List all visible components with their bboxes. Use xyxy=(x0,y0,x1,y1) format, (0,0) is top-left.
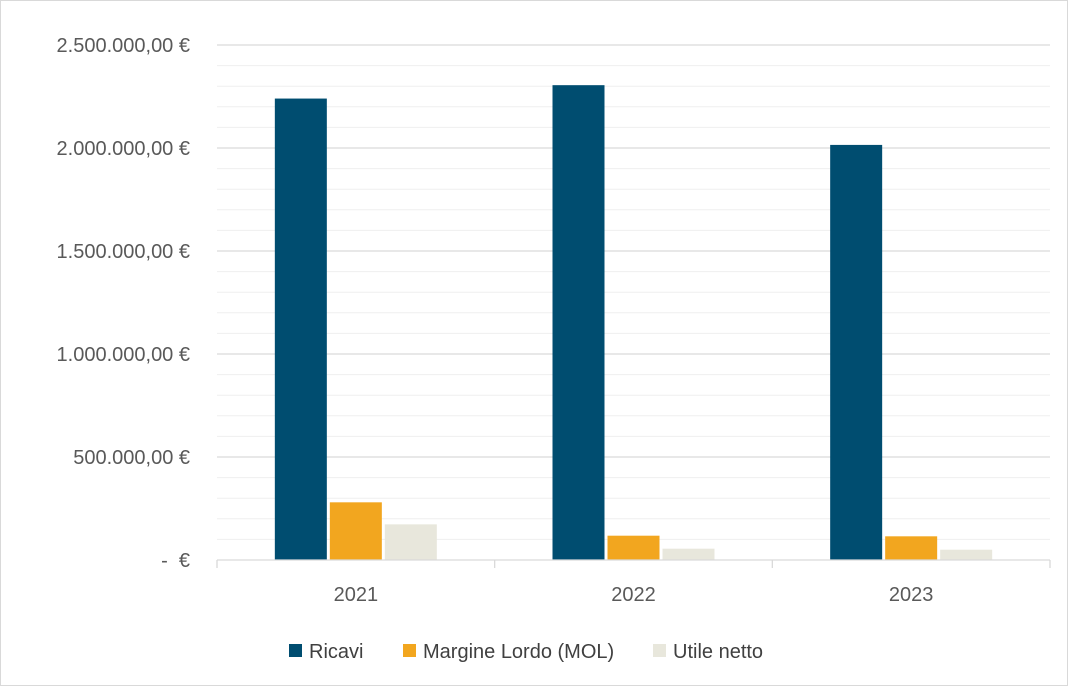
bar-utile-netto-2023 xyxy=(940,549,993,560)
x-tick-label: 2022 xyxy=(611,584,656,606)
y-tick-label: 2.000.000,00 € xyxy=(57,138,190,160)
bar-ricavi-2022 xyxy=(552,85,605,561)
bar-margine-lordo-mol-2023 xyxy=(885,536,938,560)
bars xyxy=(274,85,993,561)
legend-label: Utile netto xyxy=(673,641,763,663)
legend: Ricavi Margine Lordo (MOL) Utile netto xyxy=(289,641,763,663)
bar-utile-netto-2021 xyxy=(384,524,437,560)
gridlines xyxy=(217,44,1050,540)
x-tick-label: 2021 xyxy=(334,584,379,606)
y-axis-tick-labels: - € 500.000,00 € 1.000.000,00 € 1.500.000,0… xyxy=(57,35,190,572)
bar-ricavi-2021 xyxy=(274,98,327,560)
bar-margine-lordo-mol-2021 xyxy=(329,502,382,560)
legend-label: Margine Lordo (MOL) xyxy=(423,641,614,663)
legend-item-ricavi: Ricavi xyxy=(289,641,363,663)
legend-swatch xyxy=(289,644,302,657)
legend-label: Ricavi xyxy=(309,641,363,663)
bar-margine-lordo-mol-2022 xyxy=(607,535,660,560)
x-tick-label: 2023 xyxy=(889,584,934,606)
legend-swatch xyxy=(403,644,416,657)
bar-ricavi-2023 xyxy=(830,144,883,560)
y-tick-label: 1.500.000,00 € xyxy=(57,241,190,263)
legend-item-margine-lordo-mol: Margine Lordo (MOL) xyxy=(403,641,614,663)
y-tick-label: 500.000,00 € xyxy=(73,447,190,469)
legend-swatch xyxy=(653,644,666,657)
x-axis xyxy=(216,559,1051,568)
x-axis-tick-labels: 2021 2022 2023 xyxy=(334,584,934,606)
y-tick-label: - € xyxy=(161,550,190,572)
y-tick-label: 2.500.000,00 € xyxy=(57,35,190,57)
y-tick-label: 1.000.000,00 € xyxy=(57,344,190,366)
legend-item-utile-netto: Utile netto xyxy=(653,641,763,663)
bar-utile-netto-2022 xyxy=(662,548,715,560)
